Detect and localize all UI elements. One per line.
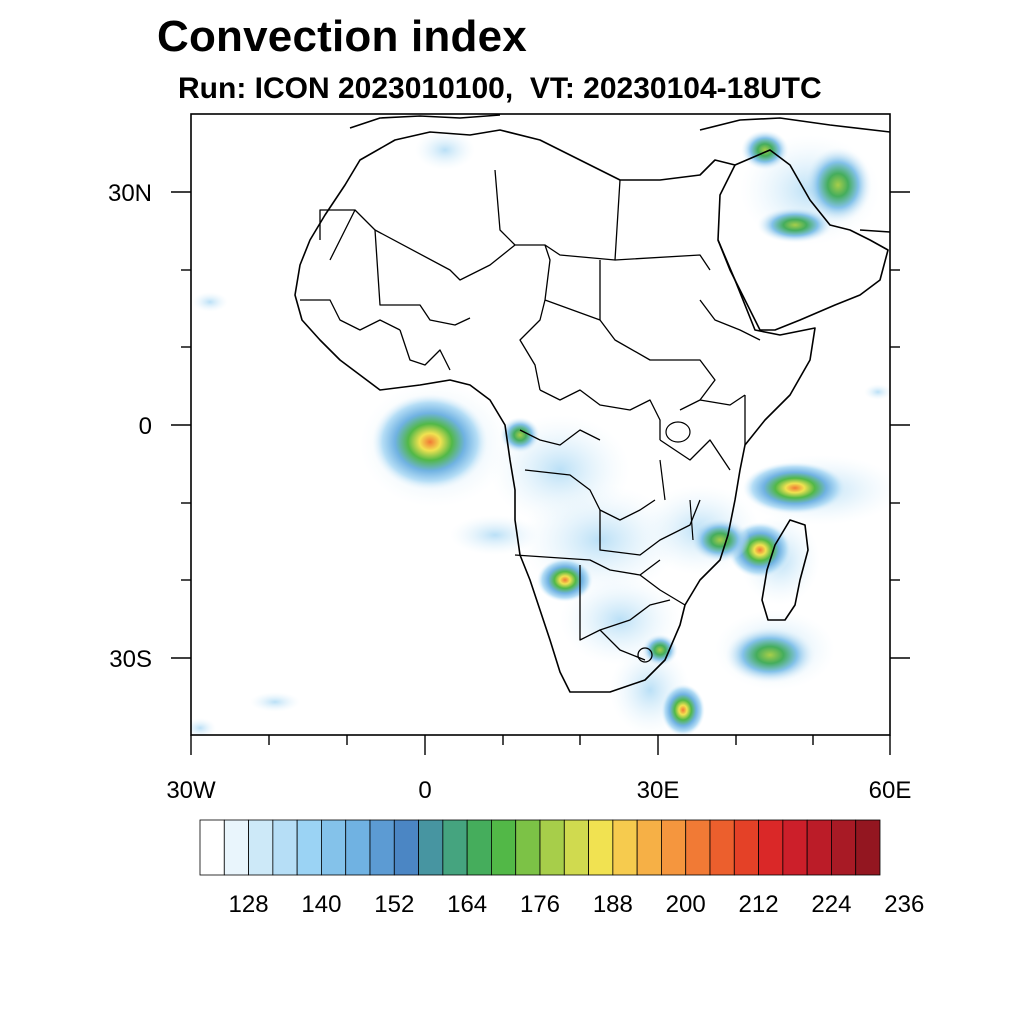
colorbar-swatch: [393, 819, 419, 876]
colorbar-swatch: [733, 819, 759, 876]
colorbar-swatch: [296, 819, 322, 876]
colorbar-swatch: [758, 819, 784, 876]
country-borders: [300, 169, 761, 663]
colorbar-swatch: [248, 819, 274, 876]
colorbar-swatch: [491, 819, 517, 876]
colorbar-label: 152: [374, 891, 414, 918]
x-tick-label: 30W: [166, 777, 216, 804]
colorbar-label: 236: [884, 891, 924, 918]
chart-title: Convection index: [157, 12, 527, 61]
colorbar-swatch: [612, 819, 638, 876]
y-axis-labels: 30N 0 30S: [108, 180, 152, 673]
colorbar-swatch: [223, 819, 249, 876]
axis-ticks: [171, 191, 910, 755]
colorbar-label: 176: [520, 891, 560, 918]
colorbar-label: 188: [593, 891, 633, 918]
colorbar-swatch: [831, 819, 857, 876]
colorbar-swatch: [709, 819, 735, 876]
colorbar-swatch: [199, 819, 225, 876]
colorbar-swatch: [515, 819, 541, 876]
colorbar-label: 200: [666, 891, 706, 918]
x-axis-labels: 30W 0 30E 60E: [166, 777, 911, 804]
lakes: [659, 421, 694, 541]
x-tick-label: 60E: [869, 777, 912, 804]
colorbar-labels: 128 140 152 164 176 188 200 212 224 236: [229, 891, 925, 918]
colorbar-label: 212: [739, 891, 779, 918]
colorbar-swatch: [369, 819, 395, 876]
colorbar-swatch: [563, 819, 589, 876]
colorbar-label: 164: [447, 891, 487, 918]
colorbar-swatch: [272, 819, 298, 876]
colorbar-swatch: [466, 819, 492, 876]
colorbar-swatch: [321, 819, 347, 876]
colorbar-swatch: [685, 819, 711, 876]
convection-field-strong: [372, 130, 872, 735]
map-area: [191, 114, 890, 735]
colorbar: [199, 819, 881, 876]
colorbar-label: 140: [301, 891, 341, 918]
colorbar-swatch: [588, 819, 614, 876]
colorbar-swatch: [636, 819, 662, 876]
y-tick-label: 30N: [108, 180, 152, 207]
chart-subtitle: Run: ICON 2023010100, VT: 20230104-18UTC: [178, 72, 822, 105]
colorbar-swatch: [418, 819, 444, 876]
coastlines: [294, 114, 890, 693]
colorbar-swatch: [855, 819, 881, 876]
colorbar-swatch: [782, 819, 808, 876]
colorbar-swatch: [442, 819, 468, 876]
y-tick-label: 0: [139, 413, 152, 440]
x-tick-label: 0: [418, 777, 431, 804]
colorbar-swatch: [806, 819, 832, 876]
colorbar-label: 128: [229, 891, 269, 918]
colorbar-swatch: [345, 819, 371, 876]
y-tick-label: 30S: [109, 646, 152, 673]
x-tick-label: 30E: [637, 777, 680, 804]
colorbar-swatch: [539, 819, 565, 876]
colorbar-label: 224: [811, 891, 851, 918]
colorbar-swatch: [661, 819, 687, 876]
